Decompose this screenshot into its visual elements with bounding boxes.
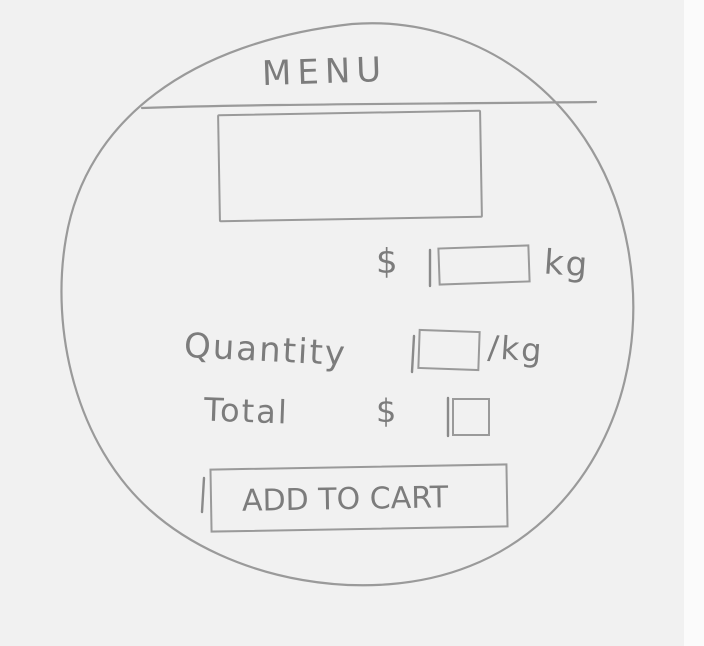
paper-edge: [684, 0, 704, 646]
add-to-cart-label: ADD TO CART: [241, 480, 449, 519]
price-unit-label: kg: [542, 242, 591, 286]
quantity-field[interactable]: [417, 328, 481, 372]
menu-title: MENU: [261, 49, 388, 95]
price-currency-symbol: $: [376, 242, 400, 282]
price-field[interactable]: [437, 244, 531, 286]
total-label: Total: [203, 390, 290, 432]
quantity-label: Quantity: [183, 325, 348, 375]
quantity-field-left-tick: [410, 334, 416, 374]
total-field: [452, 398, 490, 436]
product-image-placeholder: [217, 109, 483, 223]
cart-button-left-tick: [200, 476, 206, 514]
quantity-unit-label: /kg: [486, 328, 545, 370]
menu-divider: [140, 100, 598, 110]
total-currency-symbol: $: [376, 392, 399, 430]
phone-circle-outline: [60, 22, 635, 587]
